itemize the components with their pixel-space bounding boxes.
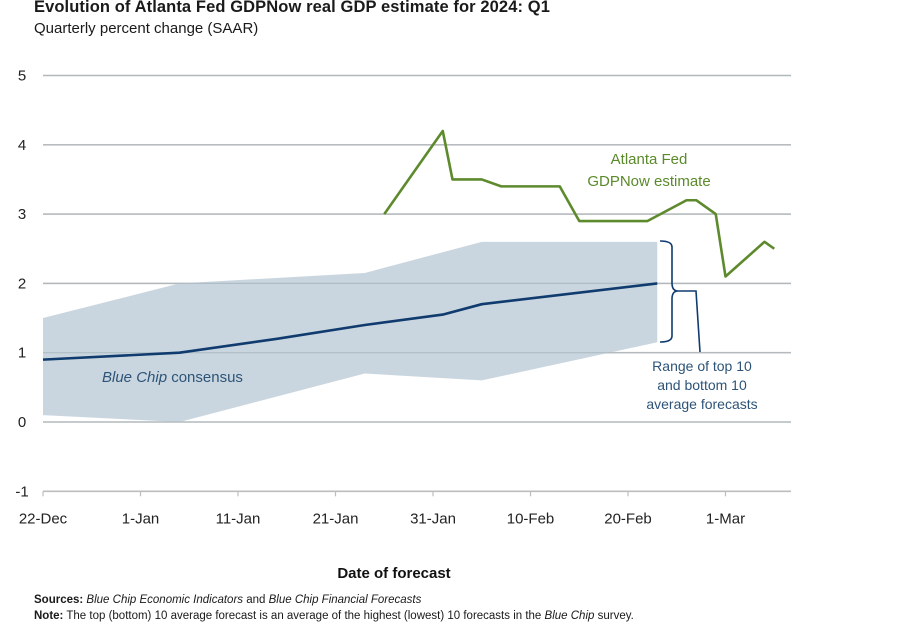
x-axis: 22-Dec 1-Jan 11-Jan 21-Jan 31-Jan 10-Feb 20-Fe… xyxy=(19,490,791,527)
consensus-label-rest: consensus xyxy=(167,369,243,386)
range-band-area xyxy=(43,241,658,422)
y-tick-label: 0 xyxy=(18,414,26,431)
note-end: survey. xyxy=(594,610,634,622)
range-bracket xyxy=(659,240,679,343)
consensus-label-italic: Blue Chip xyxy=(102,369,167,386)
y-tick-label: 3 xyxy=(18,206,26,223)
note-line: Note: The top (bottom) 10 average foreca… xyxy=(34,608,894,624)
chart-plot: 5 4 3 2 1 0 -1 22-Dec 1-Jan 11-Jan 21-Jan 31-Jan 10… xyxy=(15,68,791,582)
chart-footer: Sources: Blue Chip Economic Indicators a… xyxy=(34,592,894,624)
y-tick-label: 1 xyxy=(18,345,26,362)
gdpnow-label-line2: GDPNow estimate xyxy=(587,173,710,190)
range-leader-line xyxy=(678,290,701,353)
x-tick-label: 31-Jan xyxy=(410,510,456,527)
y-tick-label: 5 xyxy=(18,68,26,85)
sources-name-1: Blue Chip Economic Indicators xyxy=(86,594,244,606)
x-tick-label: 21-Jan xyxy=(313,510,359,527)
x-tick-label: 1-Jan xyxy=(122,510,160,527)
x-tick-label: 22-Dec xyxy=(19,510,68,527)
sources-line: Sources: Blue Chip Economic Indicators a… xyxy=(34,592,894,608)
range-band xyxy=(43,74,791,423)
range-label-line1: Range of top 10 xyxy=(652,358,752,374)
y-tick-label: 4 xyxy=(18,137,26,154)
y-tick-label: -1 xyxy=(15,483,28,500)
gdpnow-label-line1: Atlanta Fed xyxy=(611,151,688,168)
range-label-line3: average forecasts xyxy=(646,396,757,412)
x-tick-label: 10-Feb xyxy=(507,510,555,527)
x-tick-label: 20-Feb xyxy=(604,510,652,527)
x-tick-label: 11-Jan xyxy=(216,510,261,527)
x-tick-label: 1-Mar xyxy=(706,510,745,527)
chart-subtitle: Quarterly percent change (SAAR) xyxy=(34,20,259,37)
chart-title: Evolution of Atlanta Fed GDPNow real GDP… xyxy=(34,0,550,16)
note-italic: Blue Chip xyxy=(544,610,595,622)
y-axis-ticks: 5 4 3 2 1 0 -1 xyxy=(15,68,28,501)
y-tick-label: 2 xyxy=(18,275,26,292)
note-text: The top (bottom) 10 average forecast is … xyxy=(63,610,545,622)
sources-and: and xyxy=(243,594,269,606)
sources-label: Sources: xyxy=(34,594,84,606)
consensus-label: Blue Chip consensus xyxy=(102,369,243,386)
sources-name-2: Blue Chip Financial Forecasts xyxy=(268,594,422,606)
range-label-line2: and bottom 10 xyxy=(657,377,747,393)
x-axis-title: Date of forecast xyxy=(337,565,450,582)
annotations: Atlanta Fed GDPNow estimate Blue Chip co… xyxy=(102,151,758,412)
note-label: Note: xyxy=(34,610,64,622)
series-lines xyxy=(42,129,776,361)
